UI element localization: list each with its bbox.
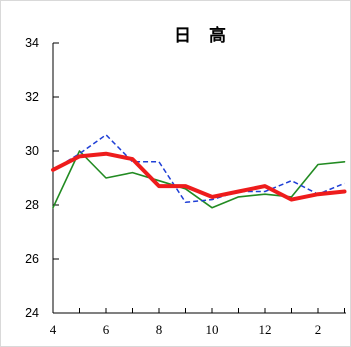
x-tick-group: 4 6 8 10 12 2 — [50, 308, 345, 337]
y-tick-label: 24 — [25, 306, 39, 320]
chart-title: 日 高 — [174, 25, 232, 46]
y-tick-group: 24 26 28 30 32 34 — [25, 36, 59, 320]
series-group — [51, 134, 347, 209]
y-tick-label: 28 — [25, 198, 39, 212]
y-tick-label: 32 — [25, 90, 39, 104]
y-tick-label: 30 — [25, 144, 39, 158]
x-tick-label: 2 — [315, 322, 322, 337]
x-tick-label: 6 — [103, 322, 110, 337]
series-line-thick — [51, 151, 347, 202]
y-tick-label: 26 — [25, 252, 39, 266]
series-line-dashed — [52, 134, 345, 204]
x-tick-label: 8 — [156, 322, 163, 337]
x-tick-label: 10 — [206, 322, 219, 337]
x-tick-label: 12 — [259, 322, 272, 337]
x-tick-label: 4 — [50, 322, 57, 337]
series-line-solid — [52, 150, 346, 209]
y-tick-label: 34 — [25, 36, 39, 50]
